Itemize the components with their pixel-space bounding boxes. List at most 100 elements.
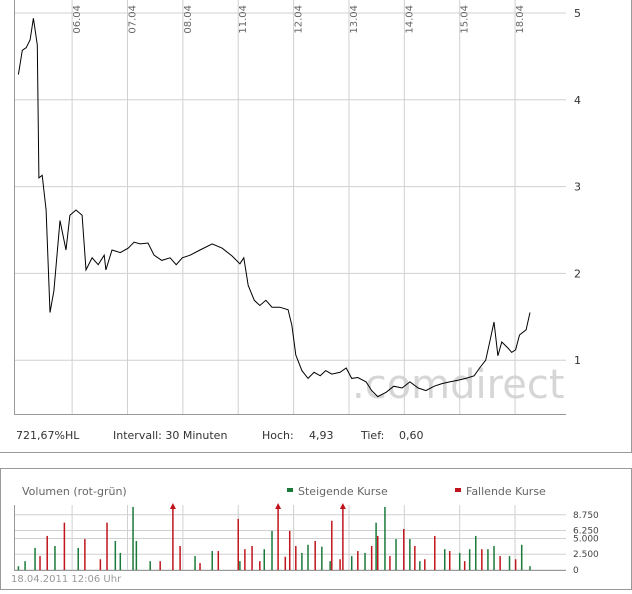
volume-bar	[172, 505, 174, 570]
volume-bar	[520, 544, 523, 570]
y-tick-label: 5	[574, 7, 581, 20]
volume-bar	[114, 540, 117, 570]
y-tick-label: 2	[574, 267, 581, 280]
volume-bar	[217, 551, 220, 570]
volume-bar	[463, 561, 466, 570]
volume-bar	[34, 547, 36, 570]
volume-bar	[458, 552, 461, 570]
x-tick-label: 06.04	[72, 5, 83, 34]
volume-bar	[244, 549, 246, 570]
high-label: Hoch:	[262, 429, 294, 442]
high-value: 4,93	[309, 429, 334, 442]
volume-bar	[63, 522, 66, 570]
volume-bar	[364, 552, 366, 570]
volume-bar	[237, 518, 239, 570]
volume-bar	[375, 522, 377, 570]
volume-bar	[17, 566, 20, 570]
volume-bar	[149, 561, 151, 570]
price-line	[17, 18, 531, 398]
volume-bar	[159, 561, 161, 570]
y-tick-label: 1	[574, 354, 581, 367]
y-tick-label: 3	[574, 181, 581, 194]
watermark: .comdirect	[352, 362, 565, 408]
volume-bar	[384, 506, 386, 570]
legend-swatch	[287, 488, 293, 492]
volume-bar	[295, 546, 297, 570]
low-value: 0,60	[399, 429, 424, 442]
x-tick-label: 13.04	[349, 5, 360, 34]
volume-bar	[342, 505, 344, 570]
x-tick-label: 18.04	[515, 5, 526, 34]
y-tick-label: 2.500	[573, 550, 599, 560]
volume-bar	[395, 539, 397, 570]
x-tick-label: 08.04	[183, 5, 194, 34]
volume-bar	[339, 559, 341, 570]
volume-bar	[251, 546, 253, 570]
volume-bar	[301, 552, 303, 570]
volume-bar	[211, 551, 213, 570]
overflow-arrow	[169, 503, 176, 509]
volume-bar	[331, 520, 333, 570]
volume-bar	[199, 563, 201, 570]
volume-bar	[493, 546, 495, 570]
timestamp: 18.04.2011 12:06 Uhr	[11, 574, 122, 585]
volume-bar	[370, 546, 373, 570]
volume-bar	[106, 522, 108, 570]
volume-title: Volumen (rot-grün)	[22, 485, 127, 498]
legend-swatch	[455, 488, 461, 492]
x-tick-label: 11.04	[238, 5, 249, 34]
volume-bar	[434, 535, 436, 570]
volume-bar	[499, 556, 501, 570]
y-tick-label: 6.250	[573, 527, 599, 537]
price-panel: .comdirect 721,67%HL Intervall: 30 Minut…	[0, 0, 632, 453]
volume-bar	[403, 528, 405, 570]
volume-bar	[475, 535, 477, 570]
volume-bar	[414, 546, 416, 570]
volume-bar	[132, 506, 134, 570]
x-tick-label: 12.04	[294, 5, 305, 34]
volume-bar	[46, 535, 48, 570]
volume-bar	[307, 544, 309, 570]
y-tick-label: 8.750	[573, 511, 599, 521]
volume-bar	[84, 539, 86, 570]
info-interval: Intervall: 30 Minuten	[113, 429, 227, 442]
volume-bar	[443, 549, 446, 570]
volume-bar	[194, 556, 196, 570]
volume-bar	[508, 556, 511, 570]
volume-bar	[377, 535, 379, 570]
x-tick-label: 07.04	[128, 5, 139, 34]
volume-bar	[357, 551, 359, 570]
x-tick-label: 14.04	[404, 5, 415, 34]
volume-bar	[329, 561, 331, 570]
legend-label: Fallende Kurse	[466, 485, 546, 498]
volume-bar	[468, 549, 471, 570]
info-range: 721,67%HL	[16, 429, 80, 442]
volume-bar	[314, 540, 316, 570]
volume-bar	[288, 530, 291, 570]
volume-bar	[119, 552, 122, 570]
volume-bar	[424, 559, 426, 570]
volume-bar	[239, 561, 241, 570]
low-label: Tief:	[360, 429, 384, 442]
y-tick-label: 4	[574, 94, 581, 107]
overflow-arrow	[339, 503, 346, 509]
volume-bar	[135, 540, 138, 570]
volume-bar	[514, 559, 517, 570]
legend-label: Steigende Kurse	[298, 485, 388, 498]
volume-bar	[419, 561, 421, 570]
y-tick-label: 0	[573, 566, 579, 576]
volume-bar	[321, 546, 323, 570]
overflow-arrow	[275, 503, 282, 509]
volume-bar	[24, 561, 26, 570]
volume-bar	[263, 549, 266, 570]
volume-bar	[389, 556, 391, 570]
volume-bar	[39, 556, 41, 570]
volume-bar	[448, 551, 451, 570]
volume-bar	[350, 556, 353, 570]
volume-bar	[277, 505, 279, 570]
volume-bar	[179, 546, 181, 570]
volume-bar	[271, 530, 273, 570]
volume-bar	[409, 539, 411, 570]
volume-bar	[54, 546, 56, 570]
